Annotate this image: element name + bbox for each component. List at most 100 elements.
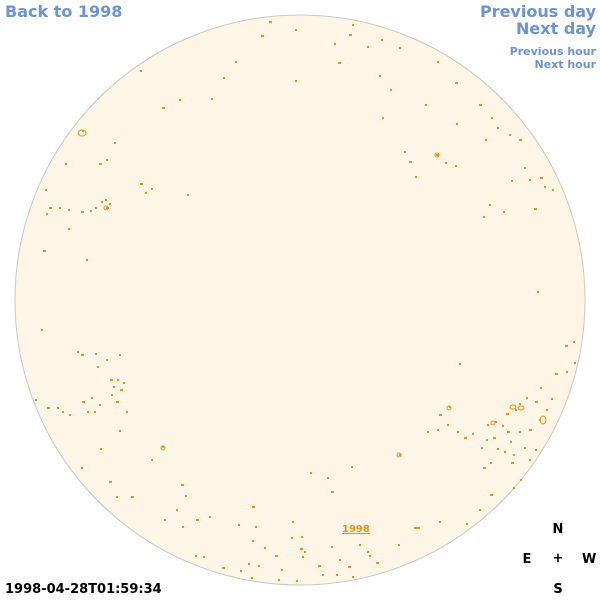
next-hour-link[interactable]: Next hour [534,58,597,71]
contour-mark [479,509,481,511]
contour-mark [506,413,509,415]
contour-mark [338,62,341,64]
contour-mark [94,411,96,413]
contour-mark [524,167,526,169]
contour-mark [101,201,103,203]
contour-mark [336,574,338,576]
contour-mark [427,431,429,433]
contour-mark [497,127,499,129]
compass-west: W [582,552,597,567]
contour-mark [399,47,401,49]
contour-mark [464,437,467,439]
contour-mark [87,411,89,413]
contour-mark [459,363,461,365]
contour-mark [68,228,70,230]
contour-mark [574,362,576,364]
contour-mark [535,401,538,403]
contour-mark [111,394,113,396]
contour-mark [507,431,510,433]
contour-mark [187,194,189,196]
contour-mark [81,211,84,213]
contour-mark [546,409,548,411]
contour-mark [327,477,329,479]
contour-mark [495,421,497,423]
contour-mark [519,431,521,433]
contour-mark [485,139,487,141]
contour-mark [240,570,242,572]
contour-mark [497,448,499,450]
contour-mark [99,404,101,406]
contour-mark [77,351,79,353]
contour-mark [381,39,383,41]
contour-mark [46,213,48,215]
next-day-link[interactable]: Next day [516,19,596,38]
previous-day-link[interactable]: Previous day [479,2,596,21]
contour-mark [106,359,108,361]
contour-mark [119,430,121,432]
contour-mark [455,82,458,84]
contour-mark [447,424,449,426]
contour-mark [131,496,134,498]
contour-mark [302,556,304,558]
contour-mark [481,447,483,449]
contour-mark [222,567,225,569]
contour-mark [151,188,153,190]
contour-mark [439,521,441,523]
contour-mark [511,180,513,182]
compass-east: E [522,552,532,567]
contour-ring [517,405,525,411]
contour-mark [91,397,93,399]
contour-mark [510,441,512,443]
contour-ring [396,452,402,458]
compass-south: S [553,582,563,597]
contour-mark [351,466,353,468]
contour-mark [456,123,458,125]
contour-mark [493,437,496,439]
solar-disk [14,14,586,586]
contour-mark [552,189,554,191]
contour-mark [504,451,506,453]
contour-mark [281,569,283,571]
contour-mark [551,398,553,400]
contour-mark [487,424,489,426]
contour-mark [68,209,70,211]
contour-mark [162,446,164,448]
contour-mark [537,291,539,293]
contour-mark [275,555,278,557]
contour-ring [103,205,109,211]
contour-mark [526,397,528,399]
contour-mark [352,576,354,578]
contour-ring [490,420,496,426]
contour-mark [540,177,543,179]
contour-ring [539,415,547,425]
contour-mark [398,544,400,546]
contour-mark [436,154,439,156]
contour-ring [160,445,166,451]
contour-mark [304,551,306,553]
contour-mark [261,35,264,37]
contour-mark [318,565,321,567]
contour-mark [185,495,187,497]
contour-mark [82,401,85,403]
contour-mark [86,259,88,261]
contour-mark [524,447,526,449]
year-link[interactable]: 1998 [342,524,370,535]
contour-mark [235,61,237,63]
contour-mark [95,353,97,355]
contour-mark [90,210,92,212]
contour-mark [489,204,491,206]
contour-mark [367,551,369,553]
contour-mark [449,406,451,408]
contour-mark [99,163,102,165]
back-to-year-link[interactable]: Back to 1998 [5,2,123,21]
contour-mark [437,61,439,63]
contour-mark [62,411,64,413]
contour-mark [367,46,369,48]
contour-mark [439,414,442,416]
contour-mark [555,373,558,375]
previous-hour-link[interactable]: Previous hour [509,45,596,58]
contour-mark [455,165,457,167]
contour-mark [310,472,312,474]
contour-mark [414,527,417,529]
